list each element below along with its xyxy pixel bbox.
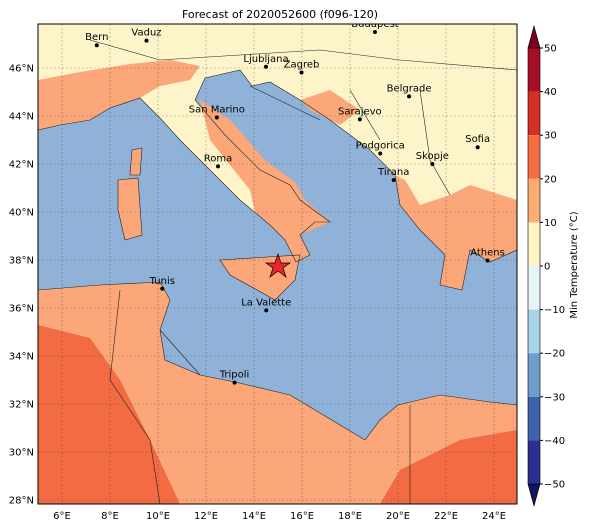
city-label: Bern bbox=[85, 32, 108, 43]
europe-warm-zones bbox=[38, 60, 517, 290]
city-label: Tripoli bbox=[219, 370, 250, 381]
y-tick-label: 34°N bbox=[9, 352, 34, 363]
colorbar-tick-label: −50 bbox=[544, 480, 565, 491]
y-tick-label: 42°N bbox=[9, 160, 34, 171]
city-marker bbox=[94, 43, 99, 48]
y-tick-label: 38°N bbox=[9, 256, 34, 267]
colorbar-segment bbox=[528, 178, 540, 223]
y-tick-label: 36°N bbox=[9, 304, 34, 315]
colorbar-segment bbox=[528, 309, 540, 354]
colorbar-segment bbox=[528, 396, 540, 441]
colorbar-tick-label: 40 bbox=[544, 87, 557, 98]
city-marker bbox=[214, 115, 219, 120]
colorbar-segment bbox=[528, 48, 540, 92]
colorbar-tick-label: 0 bbox=[544, 262, 550, 273]
city-marker bbox=[264, 308, 269, 313]
x-tick-label: 8°E bbox=[101, 511, 119, 522]
europe-land bbox=[38, 24, 517, 290]
colorbar-segment bbox=[528, 222, 540, 266]
city-marker bbox=[485, 258, 490, 263]
city-label: Sofia bbox=[465, 134, 490, 145]
city-marker bbox=[407, 94, 412, 99]
country-borders bbox=[38, 39, 517, 504]
corsica bbox=[130, 148, 142, 175]
city-label: Tirana bbox=[377, 167, 409, 178]
colorbar-label: Min Temperature (°C) bbox=[569, 211, 580, 318]
colorbar-tick-label: 10 bbox=[544, 218, 557, 229]
colorbar-tick-label: 30 bbox=[544, 131, 557, 142]
city-marker bbox=[160, 286, 165, 291]
city-marker bbox=[430, 162, 435, 166]
axis-ticks: 6°E 8°E 10°E 12°E 14°E 16°E 18°E 20°E 22°E 24°E 28… bbox=[9, 64, 506, 523]
x-tick-label: 10°E bbox=[146, 511, 170, 522]
event-star bbox=[264, 252, 292, 278]
y-tick-label: 40°N bbox=[9, 208, 34, 219]
graticule bbox=[38, 24, 517, 504]
colorbar-segment bbox=[528, 91, 540, 136]
city-label: Zagreb bbox=[284, 60, 320, 71]
x-tick-label: 14°E bbox=[242, 511, 266, 522]
colorbar-segment bbox=[528, 440, 540, 484]
city-label: Skopje bbox=[416, 151, 449, 162]
city-marker bbox=[391, 178, 396, 183]
sardinia bbox=[118, 178, 142, 240]
city-label: Vaduz bbox=[131, 28, 161, 39]
city-marker bbox=[144, 38, 149, 43]
colorbar: 50 40 30 20 10 0 −10 −20 −30 −40 −50 bbox=[527, 24, 565, 508]
city-marker bbox=[475, 145, 480, 150]
city-label: Tunis bbox=[149, 276, 175, 287]
city-label: Belgrade bbox=[387, 83, 432, 94]
colorbar-segment bbox=[528, 135, 540, 179]
city-label: Ljubljana bbox=[243, 54, 288, 65]
colorbar-segment bbox=[528, 266, 540, 310]
x-tick-label: 24°E bbox=[482, 511, 506, 522]
x-tick-label: 18°E bbox=[338, 511, 362, 522]
colorbar-tick-label: 20 bbox=[544, 174, 557, 185]
colorbar-arrow-bottom bbox=[527, 483, 541, 508]
city-marker bbox=[372, 30, 377, 34]
colorbar-tick-label: −30 bbox=[544, 392, 565, 403]
y-tick-label: 44°N bbox=[9, 112, 34, 123]
city-marker bbox=[357, 117, 362, 122]
y-tick-label: 30°N bbox=[9, 448, 34, 459]
y-tick-label: 32°N bbox=[9, 400, 34, 411]
city-label: San Marino bbox=[189, 104, 245, 115]
x-tick-label: 6°E bbox=[53, 511, 71, 522]
city-marker bbox=[264, 64, 268, 69]
y-tick-label: 46°N bbox=[9, 64, 34, 75]
city-label: Sarajevo bbox=[338, 106, 382, 117]
x-tick-label: 20°E bbox=[386, 511, 410, 522]
map-frame bbox=[37, 23, 518, 505]
colorbar-arrow-top bbox=[527, 24, 541, 49]
colorbar-tick-label: −40 bbox=[544, 436, 565, 447]
city-marker bbox=[378, 151, 383, 156]
city-label: Athens bbox=[470, 247, 505, 258]
africa-hot-zone bbox=[38, 325, 517, 504]
city-marker bbox=[299, 70, 304, 75]
city-marker bbox=[216, 164, 220, 169]
city-label: Podgorica bbox=[356, 140, 405, 151]
sicily-outline bbox=[117, 147, 301, 301]
city-label: Budapest bbox=[351, 19, 398, 30]
x-tick-label: 16°E bbox=[290, 511, 314, 522]
colorbar-tick-label: 50 bbox=[544, 44, 557, 55]
colorbar-segment bbox=[528, 353, 540, 397]
colorbar-tick-label: −10 bbox=[544, 305, 565, 316]
title: Forecast of 2020052600 (f096-120) bbox=[182, 8, 378, 21]
colorbar-tick-label: −20 bbox=[544, 349, 565, 360]
y-tick-label: 28°N bbox=[9, 496, 34, 507]
x-tick-label: 22°E bbox=[434, 511, 458, 522]
city-label: La Valette bbox=[241, 297, 291, 308]
city-label: Roma bbox=[204, 153, 233, 164]
city-marker bbox=[232, 380, 237, 385]
x-tick-label: 12°E bbox=[194, 511, 218, 522]
